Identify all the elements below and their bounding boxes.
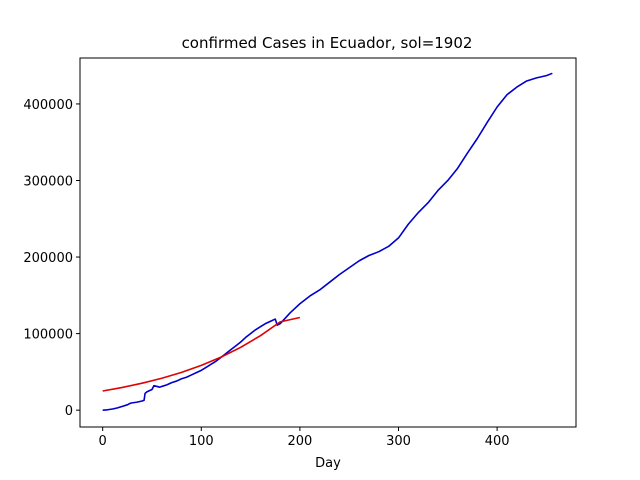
x-axis-label: Day	[315, 456, 341, 471]
y-tick-label: 0	[65, 404, 73, 419]
y-tick-label: 100000	[23, 328, 73, 343]
x-tick-label: 0	[99, 434, 107, 449]
y-tick-label: 200000	[23, 251, 73, 266]
chart-title: confirmed Cases in Ecuador, sol=1902	[182, 34, 473, 52]
y-tick-label: 300000	[23, 174, 73, 189]
x-axis: 0 100 200 300 400	[99, 427, 510, 449]
x-tick-label: 300	[386, 434, 411, 449]
series-line-1	[102, 316, 301, 392]
series-layer	[102, 72, 553, 411]
x-tick-label: 400	[485, 434, 510, 449]
x-tick-label: 200	[287, 434, 312, 449]
y-tick-label: 400000	[23, 98, 73, 113]
x-tick-label: 100	[189, 434, 214, 449]
y-axis: 0 100000 200000 300000 400000	[23, 98, 80, 419]
series-line-0	[102, 72, 553, 411]
plot-frame	[79, 57, 577, 428]
